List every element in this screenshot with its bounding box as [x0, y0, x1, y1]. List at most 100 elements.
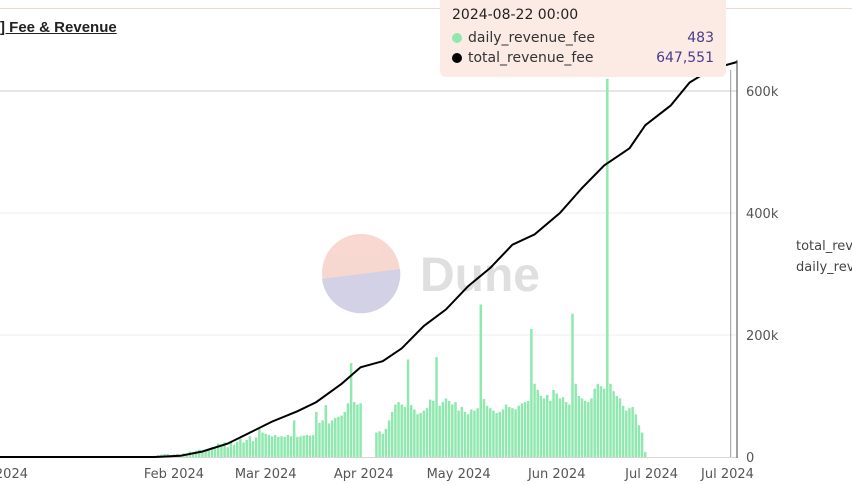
daily-revenue-bar — [239, 438, 242, 457]
daily-revenue-bar — [394, 404, 397, 457]
daily-revenue-bar — [232, 444, 236, 457]
daily-revenue-bar — [447, 400, 451, 457]
daily-revenue-bar — [226, 447, 229, 457]
daily-revenue-bar — [482, 399, 486, 457]
daily-revenue-bar — [444, 398, 448, 457]
tooltip-series-value: 483 — [687, 30, 714, 46]
daily-revenue-bars — [153, 78, 647, 458]
chart-title[interactable]: ] Fee & Revenue — [0, 19, 117, 36]
legend-item-total[interactable]: total_rev — [796, 239, 852, 254]
daily-revenue-bar — [606, 78, 609, 458]
daily-revenue-bar — [299, 436, 302, 457]
series-dot-icon — [452, 33, 462, 43]
daily-revenue-bar — [270, 436, 274, 457]
daily-revenue-bar — [637, 425, 641, 457]
daily-revenue-bar — [334, 417, 337, 457]
daily-revenue-bar — [489, 408, 492, 457]
daily-revenue-bar — [495, 413, 498, 457]
daily-revenue-bar — [644, 452, 647, 457]
daily-revenue-bar — [555, 393, 558, 457]
daily-revenue-bar — [311, 435, 315, 457]
daily-revenue-bar — [504, 404, 508, 457]
tooltip-series-name: daily_revenue_fee — [468, 30, 596, 46]
daily-revenue-bar — [564, 402, 568, 457]
daily-revenue-bar — [387, 420, 391, 457]
daily-revenue-bar — [514, 409, 517, 457]
daily-revenue-bar — [422, 410, 426, 457]
daily-revenue-bar — [428, 399, 432, 457]
daily-revenue-bar — [542, 398, 546, 457]
daily-revenue-bar — [539, 396, 543, 457]
daily-revenue-bar — [476, 408, 479, 457]
y-tick-label: 600k — [746, 85, 779, 100]
daily-revenue-bar — [289, 436, 293, 457]
daily-revenue-bar — [454, 402, 457, 457]
daily-revenue-bar — [498, 411, 502, 457]
daily-revenue-bar — [229, 441, 233, 457]
tooltip-series-value: 647,551 — [656, 50, 714, 66]
daily-revenue-bar — [210, 447, 214, 457]
x-axis-ticks: 2024 Feb 2024 Mar 2024 Apr 2024 May 2024 Jun … — [0, 467, 754, 482]
daily-revenue-bar — [384, 428, 388, 457]
watermark-logo-bottom — [322, 269, 401, 314]
tooltip: 2024-08-22 00:00 daily_revenue_fee 483 t… — [440, 0, 726, 77]
daily-revenue-bar — [413, 409, 416, 457]
daily-revenue-bar — [254, 437, 258, 457]
daily-revenue-bar — [580, 398, 584, 457]
x-tick-label: Mar 2024 — [235, 467, 297, 482]
daily-revenue-bar — [583, 400, 587, 457]
daily-revenue-bar — [258, 428, 261, 457]
daily-revenue-bar — [460, 406, 464, 457]
daily-revenue-bar — [235, 441, 239, 457]
dune-watermark: Dune — [322, 234, 540, 314]
daily-revenue-bar — [204, 450, 207, 457]
daily-revenue-bar — [593, 388, 596, 457]
daily-revenue-bar — [574, 383, 577, 457]
daily-revenue-bar — [390, 411, 394, 457]
daily-revenue-bar — [321, 420, 324, 457]
daily-revenue-bar — [501, 409, 505, 457]
tooltip-row: daily_revenue_fee 483 — [452, 28, 714, 48]
daily-revenue-bar — [283, 436, 286, 457]
daily-revenue-bar — [508, 406, 511, 457]
x-tick-label: Apr 2024 — [334, 467, 394, 482]
daily-revenue-bar — [549, 400, 552, 457]
daily-revenue-bar — [261, 432, 264, 457]
legend-item-daily[interactable]: daily_rev — [796, 260, 852, 275]
tooltip-series-name: total_revenue_fee — [468, 50, 594, 66]
daily-revenue-bar — [485, 405, 489, 457]
top-divider — [0, 8, 852, 9]
daily-revenue-bar — [470, 409, 473, 457]
daily-revenue-bar — [397, 402, 400, 457]
daily-revenue-bar — [356, 404, 359, 457]
daily-revenue-bar — [618, 398, 622, 457]
daily-revenue-bar — [520, 403, 524, 457]
daily-revenue-bar — [466, 414, 470, 457]
y-tick-label: 0 — [746, 451, 754, 466]
daily-revenue-bar — [511, 408, 514, 457]
daily-revenue-bar — [378, 431, 381, 457]
daily-revenue-bar — [523, 402, 527, 457]
daily-revenue-bar — [596, 383, 600, 457]
daily-revenue-bar — [517, 405, 520, 457]
daily-revenue-bar — [280, 436, 283, 457]
daily-revenue-bar — [198, 449, 201, 457]
x-tick-label: Jul 2024 — [624, 467, 678, 482]
daily-revenue-bar — [625, 410, 628, 457]
daily-revenue-bar — [640, 432, 644, 457]
daily-revenue-bar — [602, 388, 606, 457]
daily-revenue-bar — [545, 394, 549, 457]
daily-revenue-bar — [375, 432, 378, 457]
daily-revenue-bar — [435, 356, 438, 457]
daily-revenue-bar — [406, 359, 410, 457]
daily-revenue-bar — [438, 405, 441, 457]
daily-revenue-bar — [305, 435, 309, 457]
daily-revenue-bar — [628, 408, 631, 457]
daily-revenue-bar — [451, 404, 454, 457]
daily-revenue-bar — [273, 435, 277, 457]
daily-revenue-bar — [315, 411, 318, 457]
x-tick-label: 2024 — [0, 467, 28, 482]
daily-revenue-bar — [277, 436, 280, 457]
daily-revenue-bar — [577, 396, 581, 457]
